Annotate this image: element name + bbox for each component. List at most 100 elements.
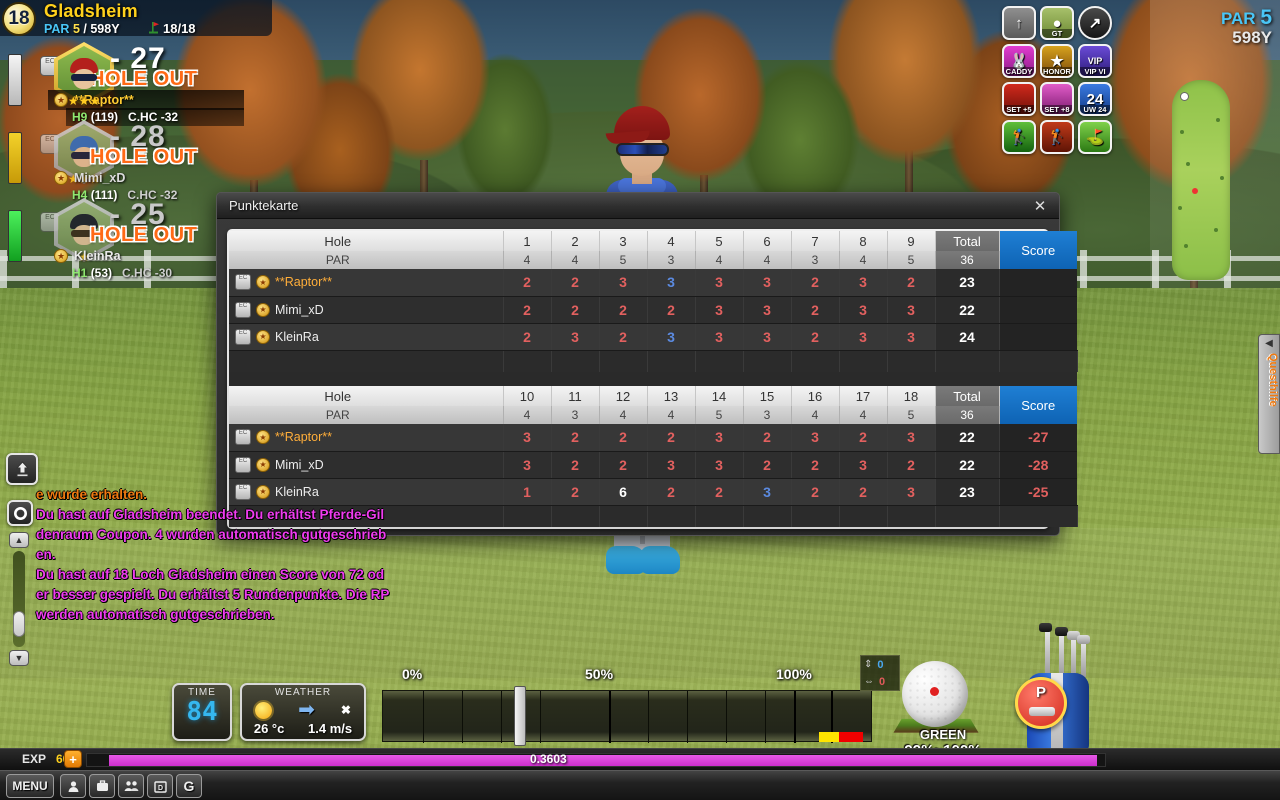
vip-icon[interactable]: VIP VIP VI (1078, 44, 1112, 78)
dialog-body: Hole 1 2 3 4 5 6 7 8 9 Total Score PAR 4 4 5 3 4 4 3 4 5 36 EC ★… (217, 219, 1078, 539)
score-cell: 3 (695, 424, 744, 452)
hole-number-header: 5 (695, 231, 744, 251)
table-row[interactable]: EC ★ KleinRa 1 2 6 2 2 3 2 2 3 23 -25 (229, 478, 1077, 506)
slope-horizontal-row: ⇔ 0 (861, 673, 899, 690)
score-cell: 2 (647, 478, 696, 506)
score-cell: 2 (743, 451, 792, 479)
score-cell: 3 (791, 424, 840, 452)
score-cell: 3 (647, 323, 696, 351)
uw-24-icon[interactable]: 24 UW 24 (1078, 82, 1112, 116)
golf-bag[interactable]: P (1005, 623, 1105, 755)
hole-number-header: 15 (743, 386, 792, 406)
player-name-cell: EC ★ Mimi_xD (229, 296, 504, 324)
par-value-header: 4 (695, 251, 744, 269)
total-header: Total (935, 231, 1000, 251)
collapse-arrow-icon: ◀ (1265, 338, 1273, 349)
set-plus-5-icon[interactable]: SET +5 (1002, 82, 1036, 116)
player-name: KleinRa (74, 249, 121, 263)
quest-help-tab[interactable]: ◀ Questhilfe (1258, 334, 1280, 454)
score-cell: 3 (743, 269, 792, 297)
bag-button[interactable] (89, 774, 115, 798)
close-icon[interactable]: ✕ (1033, 197, 1047, 215)
menu-button[interactable]: MENU (6, 774, 54, 798)
table-row[interactable]: EC ★ **Raptor** 3 2 2 2 3 2 3 2 3 22 -27 (229, 424, 1077, 452)
score-cell: 2 (599, 451, 648, 479)
settings-gear-button[interactable] (7, 500, 33, 526)
honor-icon[interactable]: ★ HONOR (1040, 44, 1074, 78)
friends-button[interactable] (118, 774, 144, 798)
compass-icon: ✖ (340, 703, 351, 717)
filler-cell (647, 505, 696, 527)
power-bar[interactable] (382, 690, 872, 743)
score-header: Score (999, 386, 1077, 424)
total-cell: 22 (935, 296, 1000, 324)
player-chc: C.HC -32 (127, 188, 178, 202)
hole-number-header: 3 (599, 231, 648, 251)
tee-up-icon[interactable]: ↑ (1002, 6, 1036, 40)
score-cell: 2 (647, 424, 696, 452)
player-card[interactable]: EC ★★★ - 27 HOLE OUT ★ **Raptor** H9 (11… (0, 40, 250, 126)
player-card[interactable]: EC ★★★ - 28 HOLE OUT ★ Mimi_xD H4 (111) … (0, 118, 250, 202)
score-cell: 3 (503, 424, 552, 452)
player-score: - 27 (110, 42, 166, 75)
profile-button[interactable] (60, 774, 86, 798)
score-cell: 2 (839, 424, 888, 452)
chat-scrollbar[interactable] (13, 551, 25, 647)
putter-club-icon[interactable]: P (1015, 677, 1067, 729)
upload-button[interactable] (6, 453, 38, 485)
power-tick-0: 0% (402, 666, 423, 682)
par-value-header: 4 (647, 406, 696, 424)
scorecard-dialog[interactable]: Punktekarte ✕ Hole 1 2 3 4 5 6 7 8 9 Total Score PAR… (216, 192, 1078, 539)
minimap[interactable]: PAR 5 598Y (1150, 0, 1280, 290)
hole-number-header: 18 (887, 386, 936, 406)
table-row[interactable]: EC ★ KleinRa 2 3 2 3 3 3 2 3 3 24 (229, 323, 1077, 351)
power-bar-area[interactable]: 0% 50% 100% (380, 666, 875, 746)
score-cell: 2 (551, 296, 600, 324)
shop-g-button[interactable]: G (176, 774, 202, 798)
par-total-header: 36 (935, 251, 1000, 269)
set-plus-8-icon[interactable]: SET +8 (1040, 82, 1074, 116)
score-cell: 2 (743, 424, 792, 452)
table-row[interactable]: EC ★ Mimi_xD 3 2 2 3 3 2 2 3 2 22 -28 (229, 451, 1077, 479)
club-gold-icon[interactable]: 🏌 (1040, 120, 1074, 154)
share-arrow-icon[interactable]: ↗ (1078, 6, 1112, 40)
putt-green-icon[interactable]: ⛳ (1078, 120, 1112, 154)
score-cell: 2 (791, 323, 840, 351)
exp-plus-button[interactable]: + (64, 750, 82, 768)
scroll-down-button[interactable]: ▼ (9, 650, 29, 666)
scroll-up-button[interactable]: ▲ (9, 532, 29, 548)
scrollbar-thumb[interactable] (13, 611, 25, 637)
filler-cell (503, 505, 552, 527)
par-value-header: 4 (839, 406, 888, 424)
player-name: KleinRa (275, 484, 319, 499)
exp-value: 0.3603 (530, 752, 567, 766)
score-cell: 3 (839, 451, 888, 479)
gt-ball-icon[interactable]: ● GT (1040, 6, 1074, 40)
par-value-header: 3 (743, 406, 792, 424)
score-cell: 2 (887, 451, 936, 479)
player-chc: C.HC -32 (128, 110, 179, 124)
swing-green-icon[interactable]: 🏌 (1002, 120, 1036, 154)
time-box: TIME 84 (172, 683, 232, 741)
score-total-cell: -28 (999, 451, 1077, 479)
score-cell: 3 (551, 323, 600, 351)
hole-header-row: Hole 10 11 12 13 14 15 16 17 18 Total Score (229, 386, 1077, 424)
slope-panel: ⇕ 0 ⇔ 0 (860, 655, 900, 691)
calendar-button[interactable]: D (147, 774, 173, 798)
caddy-icon[interactable]: 🐰 CADDY (1002, 44, 1036, 78)
flag-icon (147, 21, 160, 34)
minimap-ball-marker (1192, 188, 1198, 194)
player-face-icon (68, 214, 100, 248)
dialog-titlebar[interactable]: Punktekarte ✕ (217, 193, 1059, 219)
minimap-par: PAR 5 (1220, 6, 1272, 29)
par-value-header: 3 (551, 406, 600, 424)
player-card[interactable]: EC ★ - 25 HOLE OUT ★ KleinRa H1 (53) C.H… (0, 196, 250, 280)
total-cell: 22 (935, 451, 1000, 479)
player-color-bar (8, 132, 22, 184)
temperature-value: 26 °c (253, 721, 285, 736)
table-row[interactable]: EC ★ **Raptor** 2 2 3 3 3 3 2 3 2 23 (229, 269, 1077, 297)
table-row[interactable]: EC ★ Mimi_xD 2 2 2 2 3 3 2 3 3 22 (229, 296, 1077, 324)
filler-cell (695, 350, 744, 372)
power-marker[interactable] (514, 686, 526, 746)
chat-line: en. (36, 547, 56, 562)
